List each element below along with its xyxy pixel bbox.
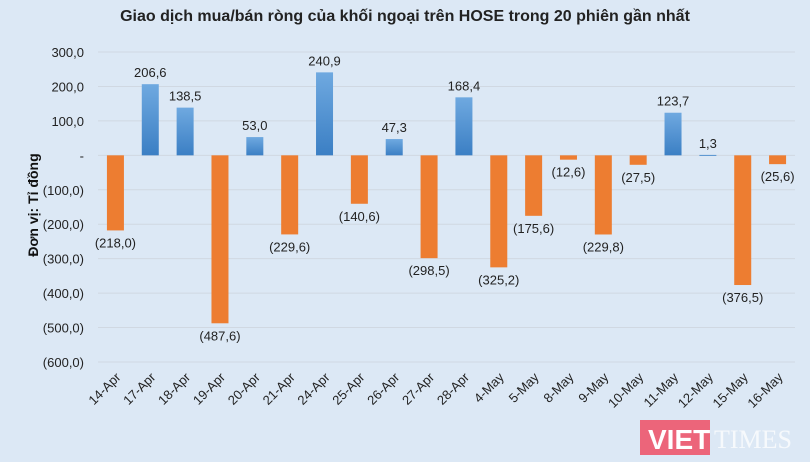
x-tick-label: 24-Apr: [294, 369, 333, 408]
data-label: 47,3: [382, 120, 407, 135]
data-label: 123,7: [657, 94, 690, 109]
bar: [490, 155, 508, 268]
x-tick-label: 17-Apr: [120, 369, 159, 408]
y-tick-label: (400,0): [43, 286, 84, 301]
chart-title: Giao dịch mua/bán ròng của khối ngoại tr…: [120, 8, 690, 25]
bar: [734, 155, 752, 286]
viettimes-logo: VIET TIMES: [640, 418, 810, 457]
data-label: (229,8): [583, 239, 624, 254]
bar: [420, 155, 438, 259]
x-tick-label: 15-May: [710, 369, 752, 411]
x-tick-label: 28-Apr: [434, 369, 473, 408]
bar: [559, 155, 577, 160]
bar: [211, 155, 229, 324]
data-label: 53,0: [242, 118, 267, 133]
bar: [106, 155, 124, 231]
x-tick-label: 10-May: [605, 369, 647, 411]
bar: [455, 97, 473, 156]
x-tick-label: 26-Apr: [364, 369, 403, 408]
bar: [664, 112, 682, 156]
bar: [281, 155, 299, 235]
x-tick-label: 21-Apr: [260, 369, 299, 408]
x-tick-label: 14-Apr: [85, 369, 124, 408]
bar: [176, 107, 194, 156]
y-tick-label: (100,0): [43, 183, 84, 198]
x-tick-label: 25-Apr: [329, 369, 368, 408]
data-label: (140,6): [339, 209, 380, 224]
x-tick-label: 20-Apr: [225, 369, 264, 408]
data-label: (27,5): [621, 170, 655, 185]
y-tick-label: 300,0: [51, 45, 84, 60]
bar: [594, 155, 612, 235]
y-tick-label: 100,0: [51, 114, 84, 129]
x-tick-label: 12-May: [675, 369, 717, 411]
data-label: 240,9: [308, 53, 341, 68]
data-label: (175,6): [513, 221, 554, 236]
data-label: (218,0): [95, 235, 136, 250]
bar: [316, 72, 334, 156]
data-label: 138,5: [169, 89, 202, 104]
x-tick-label: 16-May: [744, 369, 786, 411]
bar: [385, 139, 403, 156]
x-tick-label: 19-Apr: [190, 369, 229, 408]
svg-text:VIET: VIET: [648, 424, 710, 455]
data-label: (298,5): [408, 263, 449, 278]
y-tick-label: -: [80, 148, 84, 163]
x-tick-label: 4-May: [471, 369, 507, 405]
svg-text:TIMES: TIMES: [714, 425, 792, 454]
y-tick-label: (600,0): [43, 355, 84, 370]
y-tick-label: (500,0): [43, 321, 84, 336]
bar: [141, 84, 159, 156]
data-label: 1,3: [699, 136, 717, 151]
bar: [769, 155, 787, 165]
x-tick-label: 18-Apr: [155, 369, 194, 408]
data-label: (487,6): [199, 328, 240, 343]
bar: [350, 155, 368, 204]
bar: [629, 155, 647, 165]
data-label: (376,5): [722, 290, 763, 305]
x-tick-label: 8-May: [540, 369, 576, 405]
bar: [525, 155, 543, 216]
bar: [246, 137, 264, 156]
y-tick-label: 200,0: [51, 79, 84, 94]
x-tick-label: 5-May: [506, 369, 542, 405]
data-label: (25,6): [761, 169, 795, 184]
y-tick-label: (300,0): [43, 252, 84, 267]
x-tick-label: 11-May: [641, 369, 682, 410]
data-label: (12,6): [551, 165, 585, 180]
data-label: 206,6: [134, 65, 167, 80]
data-label: (325,2): [478, 272, 519, 287]
data-label: (229,6): [269, 239, 310, 254]
y-axis-label: Đơn vị: Tỉ đồng: [25, 153, 41, 256]
data-label: 168,4: [448, 78, 481, 93]
bar: [699, 154, 717, 156]
y-tick-label: (200,0): [43, 217, 84, 232]
x-tick-label: 27-Apr: [399, 369, 438, 408]
